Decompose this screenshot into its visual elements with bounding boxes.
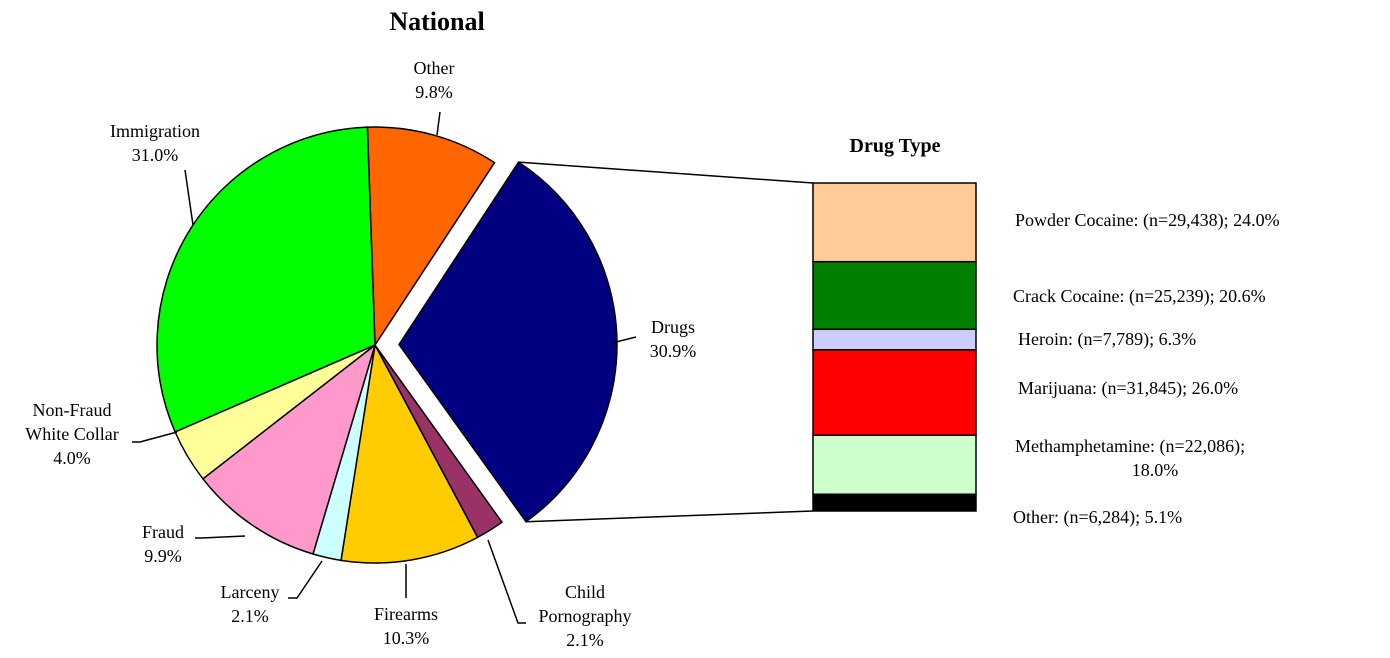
pie-slice-fraud xyxy=(201,342,377,555)
pie-label-firearms: Firearms 10.3% xyxy=(374,604,438,648)
bar-segment-heroin xyxy=(812,328,977,351)
bar-label-crack-cocaine: Crack Cocaine: (n=25,239); 20.6% xyxy=(1013,286,1266,307)
bar-label-powder-cocaine: Powder Cocaine: (n=29,438); 24.0% xyxy=(1015,210,1280,231)
leader-line-immigration xyxy=(184,169,194,226)
pie-slice-immigration xyxy=(156,126,376,433)
bar-title: Drug Type xyxy=(850,135,941,157)
pie-label-child-pornography: Child Pornography 2.1% xyxy=(539,582,632,650)
connector-line-top xyxy=(518,161,814,184)
pie-label-fraud: Fraud 9.9% xyxy=(142,522,184,566)
pie-title: National xyxy=(389,7,484,36)
pie: Other 9.8% Drugs 30.9% Child Pornography 2.1% F… xyxy=(25,58,696,650)
leader-line-drugs xyxy=(611,336,637,344)
bar-segment-other xyxy=(812,493,977,512)
bar-segment-methamphetamine xyxy=(812,434,977,496)
bar-label-other: Other: (n=6,284); 5.1% xyxy=(1013,507,1182,528)
pie-label-drugs: Drugs 30.9% xyxy=(650,317,697,361)
leader-line-fraud xyxy=(195,535,246,539)
pie-slice-other xyxy=(366,126,496,348)
stacked-bar: Powder Cocaine: (n=29,438); 24.0% Crack C… xyxy=(812,182,1280,528)
pie-label-other: Other 9.8% xyxy=(414,58,455,102)
leader-line-child-pornography xyxy=(487,539,526,624)
connector-lines xyxy=(518,161,814,523)
pie-label-larceny: Larceny 2.1% xyxy=(221,582,280,626)
leader-line-non-fraud-white-collar xyxy=(132,431,178,443)
bar-label-marijuana: Marijuana: (n=31,845); 26.0% xyxy=(1018,378,1238,399)
pie-slice-firearms xyxy=(340,342,479,564)
pie-label-immigration: Immigration 31.0% xyxy=(110,121,200,165)
bar-segment-crack-cocaine xyxy=(812,260,977,331)
pie-slice-drugs xyxy=(398,161,618,523)
bar-segment-marijuana xyxy=(812,349,977,436)
bar-label-heroin: Heroin: (n=7,789); 6.3% xyxy=(1018,329,1196,350)
bar-label-methamphetamine: Methamphetamine: (n=22,086); 18.0% xyxy=(1015,436,1245,480)
bar-segment-powder-cocaine xyxy=(812,182,977,263)
leader-line-other xyxy=(436,111,441,136)
pie-label-non-fraud-white-collar: Non-Fraud White Collar 4.0% xyxy=(25,400,118,468)
connector-line-bottom xyxy=(525,510,814,523)
leader-line-larceny xyxy=(288,560,323,599)
